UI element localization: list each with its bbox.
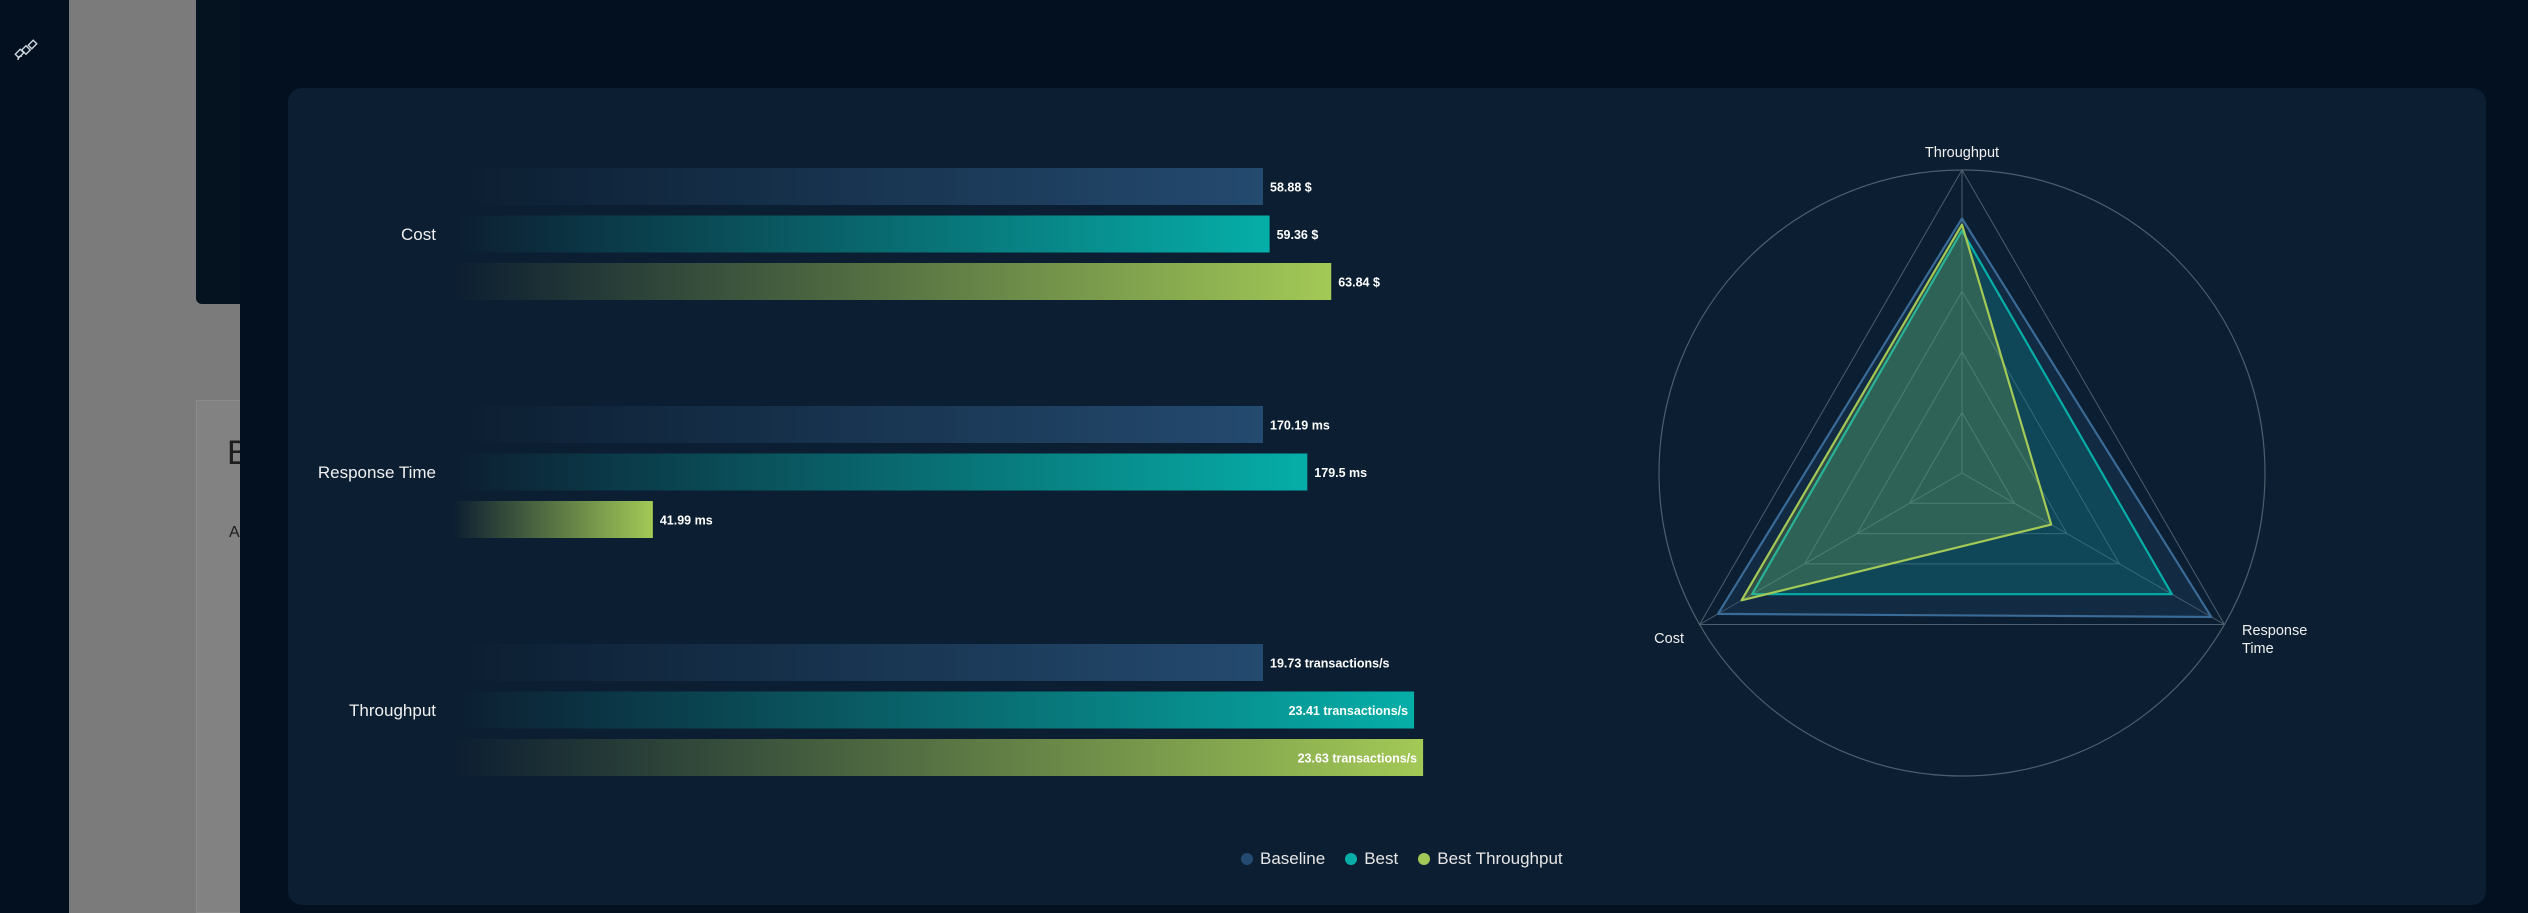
- bar-value-label: 41.99 ms: [660, 514, 713, 528]
- radar-grid-ring: [1908, 411, 2016, 504]
- legend-item-baseline[interactable]: Baseline: [1241, 849, 1325, 869]
- background-label-letter: A: [229, 524, 240, 541]
- radar-axis-label-response-time: Response Time: [2242, 623, 2307, 657]
- legend-dot: [1241, 853, 1253, 865]
- bar-value-label: 23.41 transactions/s: [1289, 704, 1409, 718]
- bar-throughput-best[interactable]: [453, 691, 1415, 729]
- bar-response-time-best[interactable]: [453, 453, 1308, 491]
- bar-throughput-baseline[interactable]: [453, 644, 1263, 681]
- chart-card: 58.88 $ 59.36 $ 63.84 $ Cost 170.19 ms 179.5 …: [288, 88, 2486, 905]
- legend-label: Best Throughput: [1437, 849, 1563, 868]
- bar-value-label: 63.84 $: [1338, 276, 1380, 290]
- radar-axis-label-cost: Cost: [1654, 631, 1684, 647]
- bar-cost-best[interactable]: [453, 215, 1270, 253]
- bar-throughput-best-throughput[interactable]: [453, 739, 1424, 776]
- bar-response-time-best-throughput[interactable]: [453, 501, 653, 538]
- radar-spoke: [1961, 472, 2225, 625]
- category-label-throughput: Throughput: [349, 701, 436, 720]
- bar-value-label: 170.19 ms: [1270, 419, 1330, 433]
- category-label-cost: Cost: [401, 225, 436, 244]
- bar-value-label: 179.5 ms: [1314, 466, 1367, 480]
- legend-label: Baseline: [1260, 849, 1326, 868]
- bar-chart: 58.88 $ 59.36 $ 63.84 $ Cost 170.19 ms 179.5 …: [318, 168, 1424, 776]
- radar-grid-ring: [1698, 169, 2226, 625]
- legend-dot: [1345, 853, 1358, 865]
- bar-cost-baseline[interactable]: [453, 168, 1263, 205]
- radar-series-baseline[interactable]: [1716, 217, 2213, 619]
- bar-cost-best-throughput[interactable]: [453, 263, 1332, 300]
- bar-value-label: 58.88 $: [1270, 181, 1312, 195]
- radar-grid-ring: [1803, 290, 2121, 565]
- legend-label: Best: [1364, 849, 1399, 868]
- radar-grid-ring: [1856, 350, 2068, 535]
- bar-value-label: 19.73 transactions/s: [1270, 657, 1390, 671]
- satellite-icon[interactable]: [14, 38, 40, 64]
- legend-item-best[interactable]: Best: [1345, 849, 1398, 869]
- radar-axis-label-throughput: Throughput: [1925, 145, 1999, 161]
- radar-series-best[interactable]: [1750, 229, 2174, 596]
- chart-legend: Baseline Best Best Throughput: [1241, 849, 1563, 869]
- left-rail: [0, 0, 69, 913]
- legend-item-best-throughput[interactable]: Best Throughput: [1418, 849, 1563, 869]
- radar-series-best-throughput[interactable]: [1740, 223, 2053, 602]
- category-label-response-time: Response Time: [318, 463, 436, 482]
- bar-response-time-baseline[interactable]: [453, 406, 1263, 443]
- radar-chart: Throughput Response Time Cost: [1654, 145, 2307, 777]
- bar-value-label: 59.36 $: [1277, 228, 1319, 242]
- legend-dot: [1418, 853, 1431, 865]
- bar-value-label: 23.63 transactions/s: [1298, 752, 1418, 766]
